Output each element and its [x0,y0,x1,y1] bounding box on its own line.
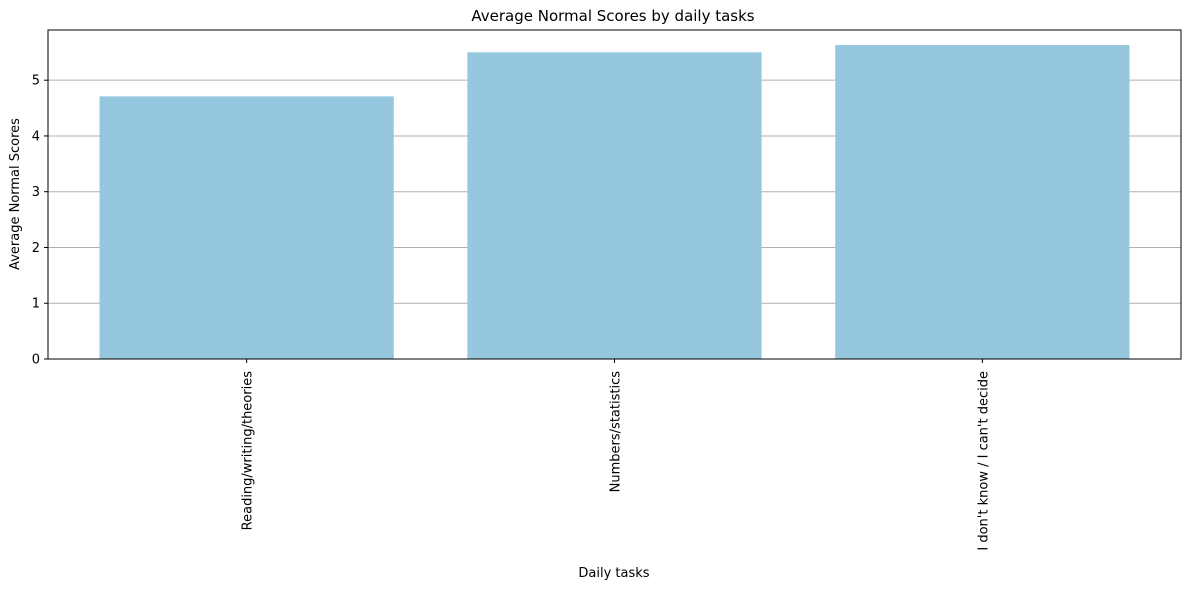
chart-title: Average Normal Scores by daily tasks [471,7,754,25]
y-tick-label: 3 [32,185,40,200]
bar [835,45,1130,359]
bar [467,52,762,359]
y-tick-label: 1 [32,297,40,312]
bar [99,96,394,359]
y-tick-label: 2 [32,241,40,256]
y-axis: 0 1 2 3 4 5 [32,74,48,368]
y-axis-label: Average Normal Scores [8,118,23,270]
x-tick-label: Reading/writing/theories [241,371,256,531]
x-tick-label: I don't know / I can't decide [976,371,991,551]
y-tick-label: 4 [32,129,40,144]
y-tick-label: 0 [32,353,40,368]
x-axis-label: Daily tasks [578,566,649,581]
bars [99,45,1130,359]
x-tick-label: Numbers/statistics [609,371,624,493]
x-axis: Reading/writing/theories Numbers/statisti… [241,359,991,551]
y-tick-label: 5 [32,74,40,89]
